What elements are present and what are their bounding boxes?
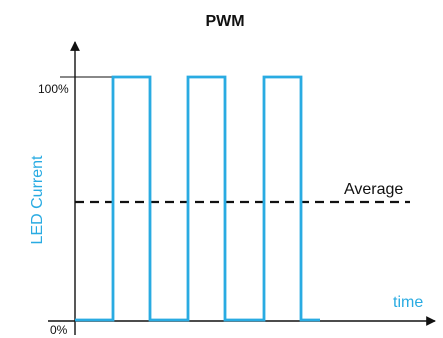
x-axis-label: time	[393, 294, 423, 311]
pwm-signal-line	[75, 75, 320, 322]
tick-label-100: 100%	[38, 82, 69, 96]
tick-label-0: 0%	[50, 323, 68, 337]
y-axis-label: LED Current	[29, 155, 46, 244]
chart-title: PWM	[205, 13, 244, 30]
average-label: Average	[344, 181, 403, 198]
